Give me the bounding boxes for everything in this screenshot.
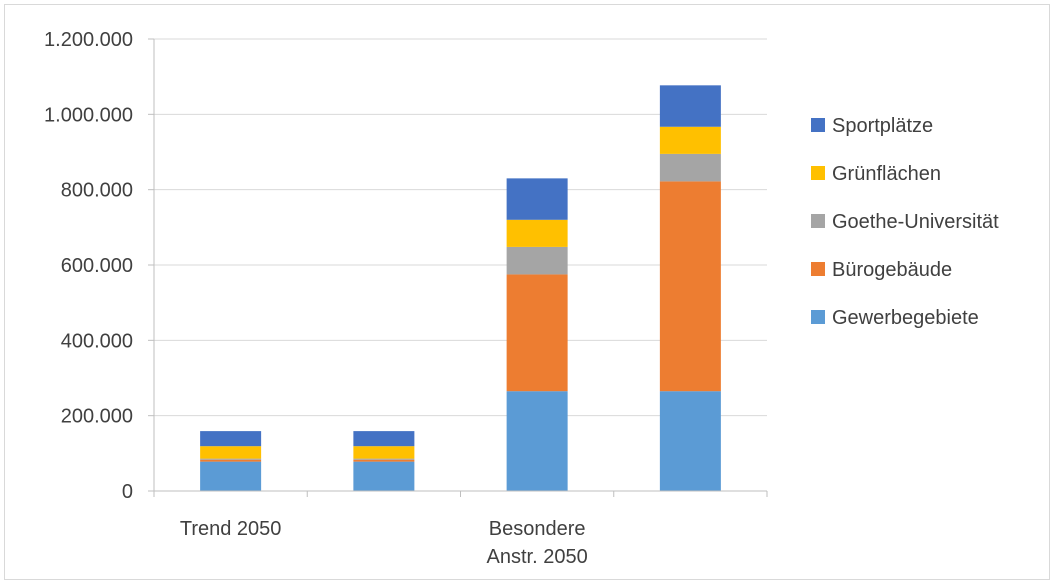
axes [148, 38, 768, 497]
bar-segment-bürogebäude [659, 181, 721, 392]
x-category-label: Besondere Anstr. 2050 [487, 518, 588, 568]
x-axis-category-labels: Trend 2050 Besondere Anstr. 2050 [180, 518, 588, 568]
legend-swatch [811, 118, 825, 132]
bar-segment-gewerbegebiete [506, 391, 568, 491]
bar-segment-grünflächen [506, 219, 568, 247]
legend-label: Grünflächen [832, 163, 941, 185]
y-tick-label: 1.000.000 [44, 104, 133, 126]
legend-label: Goethe-Universität [832, 211, 999, 233]
bar-segment-gewerbegebiete [200, 461, 262, 491]
bar-segment-sportplätze [353, 431, 415, 447]
y-tick-label: 200.000 [61, 406, 133, 428]
legend-label: Sportplätze [832, 115, 933, 137]
legend-swatch [811, 166, 825, 180]
bar-segment-goethe-universität [659, 153, 721, 182]
bar-segment-goethe-universität [506, 246, 568, 275]
bar-segment-sportplätze [506, 178, 568, 220]
y-tick-label: 0 [122, 481, 133, 503]
legend: Sportplätze Grünflächen Goethe-Universität… [811, 115, 999, 329]
bars [200, 85, 721, 491]
y-tick-label: 1.200.000 [44, 29, 133, 51]
bar-segment-bürogebäude [353, 459, 415, 462]
legend-label: Bürogebäude [832, 259, 952, 281]
bar-segment-bürogebäude [200, 459, 262, 462]
legend-swatch [811, 310, 825, 324]
y-axis-tick-labels: 0 200.000 400.000 600.000 800.000 1.000.000 1.… [44, 29, 133, 503]
bar-segment-goethe-universität [353, 458, 415, 460]
bar-segment-grünflächen [200, 446, 262, 459]
bar-segment-sportplätze [659, 85, 721, 127]
legend-label: Gewerbegebiete [832, 307, 979, 329]
bar-segment-goethe-universität [200, 458, 262, 460]
bar-segment-grünflächen [659, 126, 721, 154]
bar-segment-bürogebäude [506, 274, 568, 392]
legend-swatch [811, 214, 825, 228]
legend-swatch [811, 262, 825, 276]
bar-segment-gewerbegebiete [659, 391, 721, 491]
chart-frame: 0 200.000 400.000 600.000 800.000 1.000.000 1.… [4, 4, 1050, 580]
bar-segment-grünflächen [353, 446, 415, 459]
y-tick-label: 400.000 [61, 330, 133, 352]
y-tick-label: 600.000 [61, 255, 133, 277]
x-category-label: Trend 2050 [180, 518, 282, 540]
bar-segment-sportplätze [200, 431, 262, 447]
stacked-bar-chart: 0 200.000 400.000 600.000 800.000 1.000.000 1.… [44, 29, 999, 568]
bar-segment-gewerbegebiete [353, 461, 415, 491]
y-tick-label: 800.000 [61, 180, 133, 202]
